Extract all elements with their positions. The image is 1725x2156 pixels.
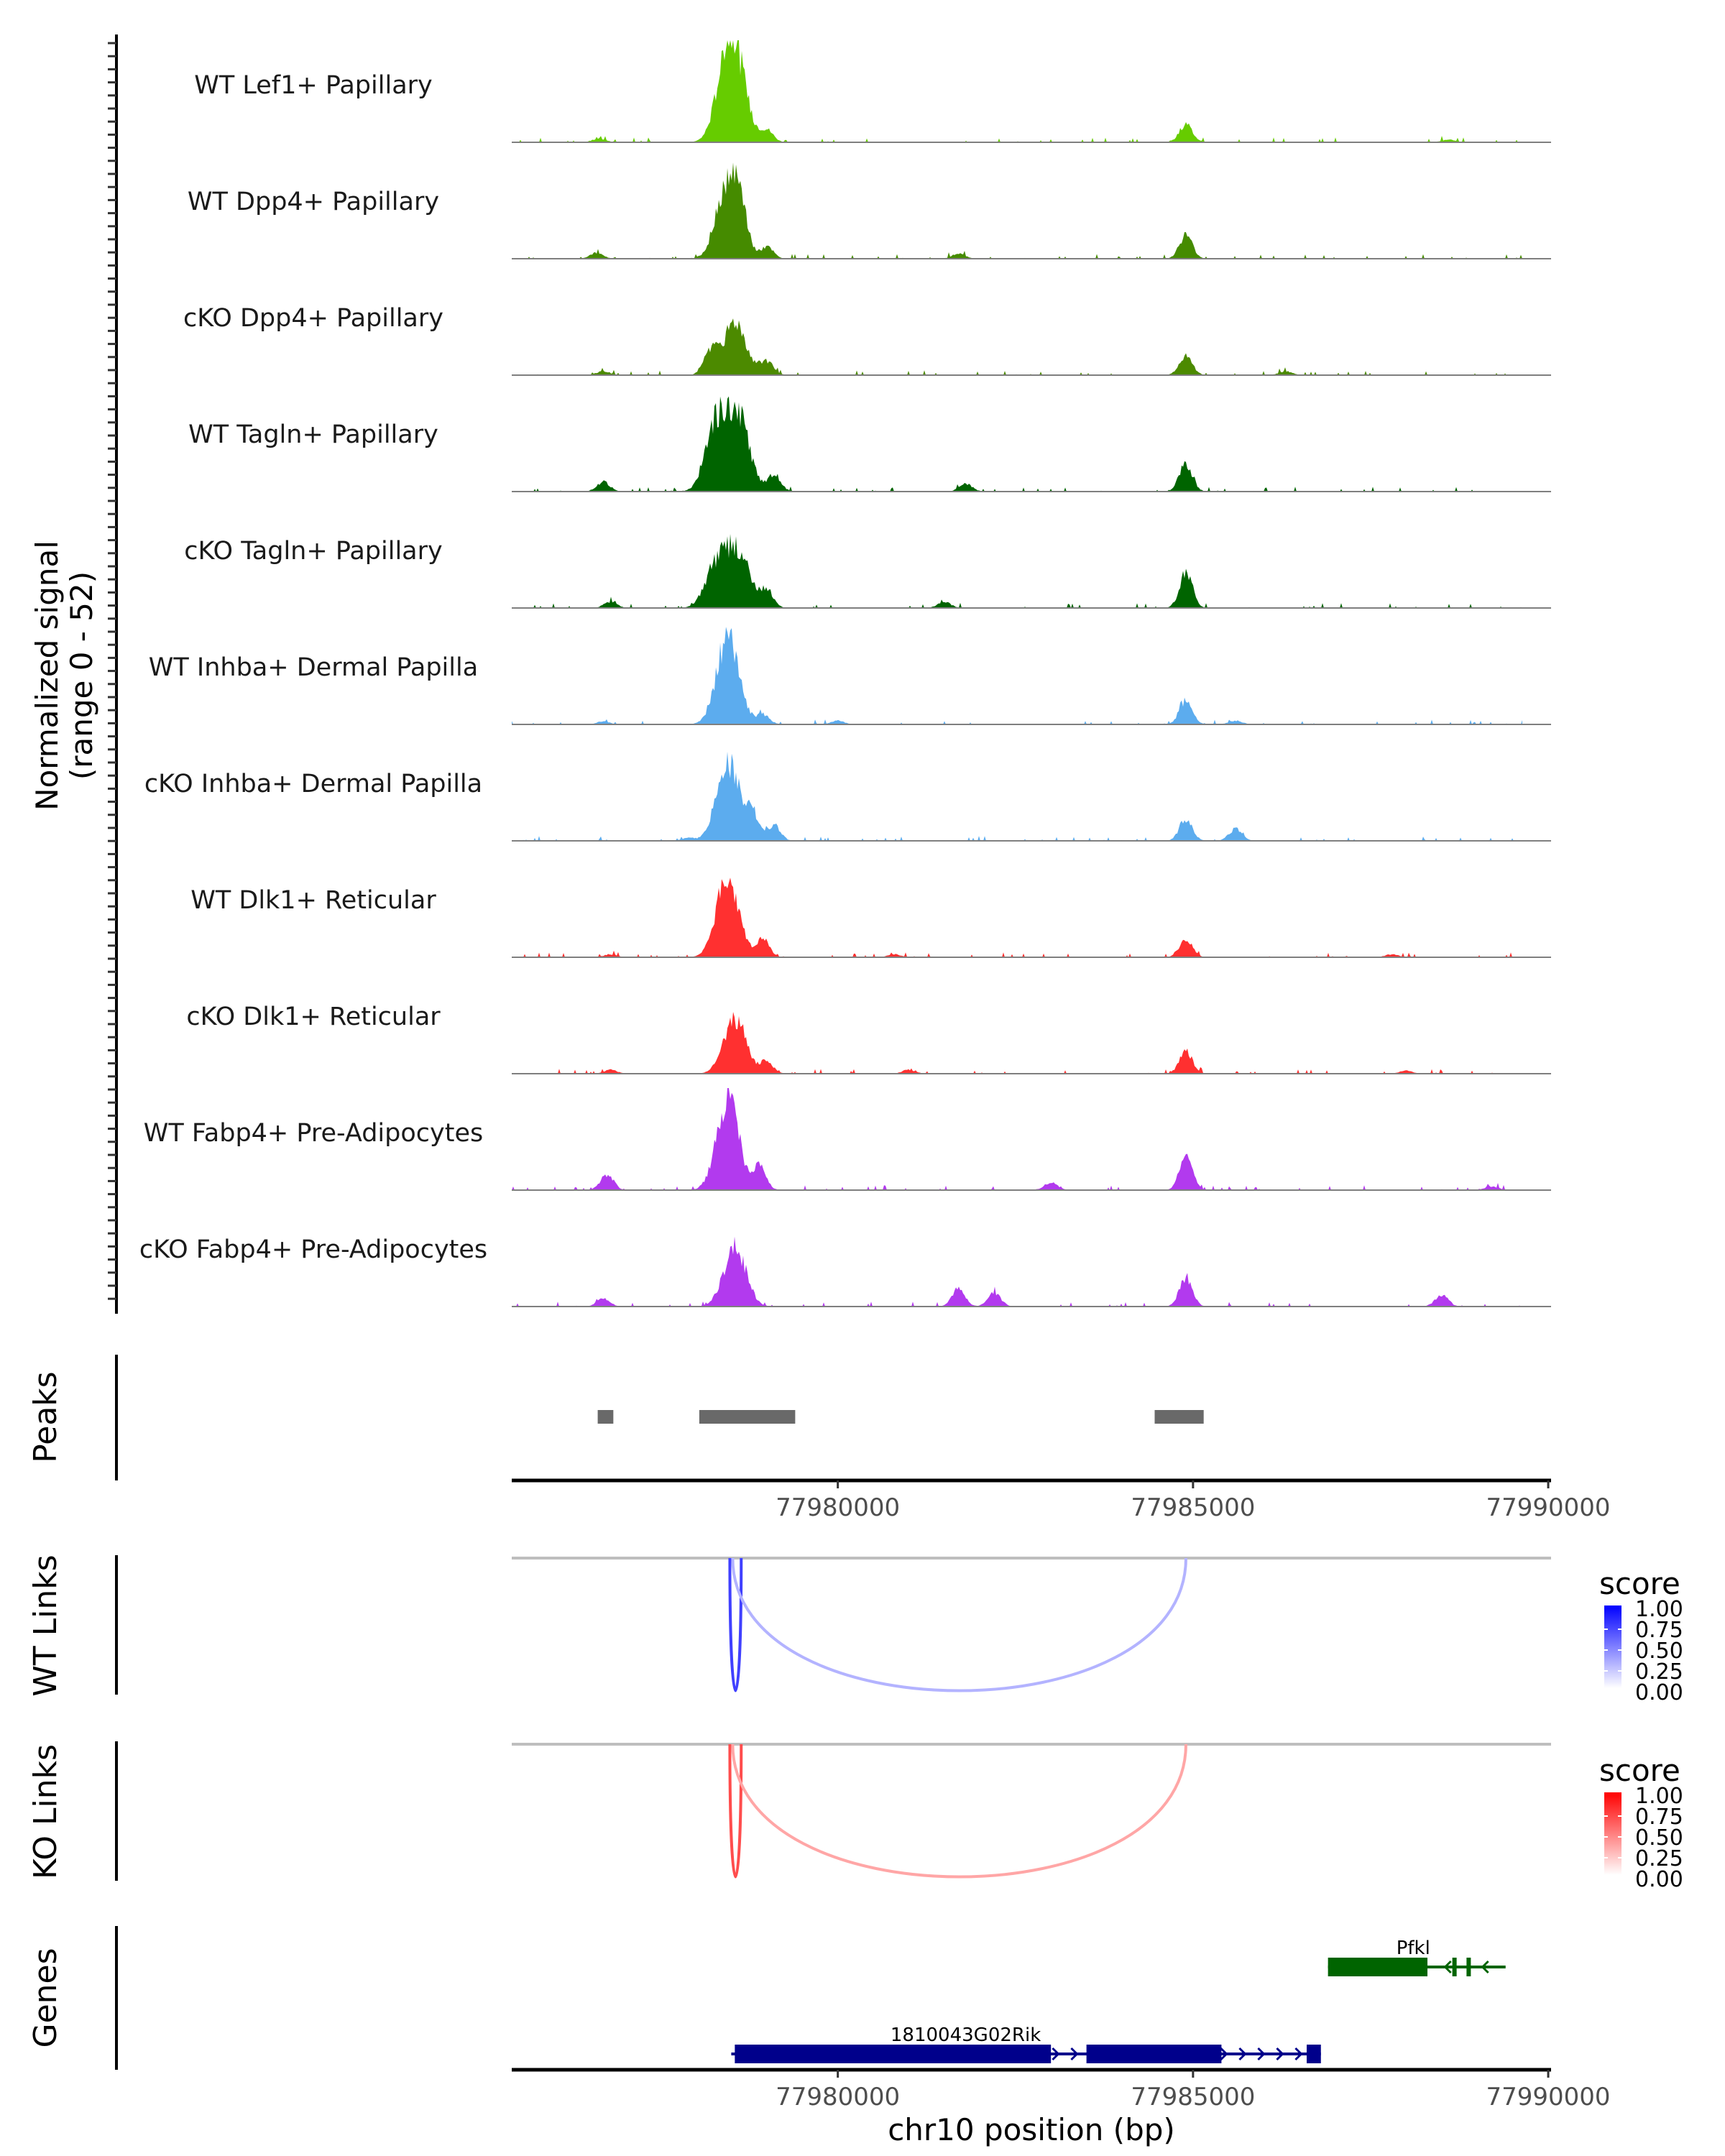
legend-tick-label: 0.50 <box>1635 1825 1683 1851</box>
legend-colorbar <box>1604 1792 1622 1875</box>
strand-arrow <box>1220 2047 1228 2061</box>
x-tick-label: 77990000 <box>1486 1493 1611 1522</box>
track-label: cKO Dpp4+ Papillary <box>183 304 443 333</box>
x-axis-title: chr10 position (bp) <box>888 2112 1175 2147</box>
legend-tick-label: 1.00 <box>1635 1597 1683 1622</box>
coverage-track: cKO Dlk1+ Reticular <box>186 1003 1551 1074</box>
link-arc <box>728 1557 743 1692</box>
strand-arrow <box>1070 2047 1079 2061</box>
gene: 1810043G02Rik <box>731 2024 1321 2063</box>
link-arc <box>731 1557 1187 1692</box>
track-label: WT Fabp4+ Pre-Adipocytes <box>144 1119 483 1148</box>
coverage-track: WT Dpp4+ Papillary <box>188 162 1551 259</box>
x-tick-label: 77980000 <box>776 1493 900 1522</box>
link-arc <box>728 1743 743 1879</box>
legend-tick-label: 0.00 <box>1635 1867 1683 1892</box>
strand-arrow <box>1443 1960 1452 1974</box>
coverage-area <box>512 627 1522 724</box>
strand-arrow <box>1481 1960 1489 1974</box>
legend-title: score <box>1599 1566 1680 1601</box>
x-tick-label: 77985000 <box>1131 1493 1255 1522</box>
coverage-area <box>512 162 1522 259</box>
coverage-area <box>512 752 1522 841</box>
x-axis-lower: 77980000 77985000 77990000 <box>512 2068 1611 2111</box>
x-axis-upper: 77980000 77985000 77990000 <box>512 1478 1611 1522</box>
legend-tick-label: 1.00 <box>1635 1784 1683 1809</box>
coverage-track: cKO Inhba+ Dermal Papilla <box>144 752 1551 842</box>
genes-track: Genes Pfkl 1810043G02Rik <box>27 1926 1506 2070</box>
x-tick-label: 77980000 <box>776 2083 900 2111</box>
gene-label: Pfkl <box>1397 1938 1430 1959</box>
gene-exon <box>1086 2045 1222 2063</box>
strand-arrow <box>1276 2047 1284 2061</box>
links-track-label: KO Links <box>27 1744 64 1879</box>
x-tick-label: 77990000 <box>1486 2083 1611 2111</box>
track-label: WT Dlk1+ Reticular <box>190 886 436 915</box>
coverage-area <box>512 1012 1522 1074</box>
gene-exon <box>735 2045 1052 2063</box>
peaks-track-label: Peaks <box>27 1371 64 1462</box>
link-arc <box>731 1743 1187 1879</box>
coverage-area <box>512 877 1522 957</box>
legend-tick-label: 0.75 <box>1635 1805 1683 1830</box>
track-label: cKO Dlk1+ Reticular <box>186 1003 441 1031</box>
legend-tick-label: 0.50 <box>1635 1639 1683 1664</box>
track-label: cKO Inhba+ Dermal Papilla <box>144 770 482 798</box>
x-tick-label: 77985000 <box>1131 2083 1255 2111</box>
gene-label: 1810043G02Rik <box>891 2024 1041 2046</box>
track-label: cKO Tagln+ Papillary <box>184 537 443 566</box>
coverage-track: cKO Dpp4+ Papillary <box>183 304 1551 376</box>
peaks-track: Peaks <box>27 1355 1204 1480</box>
coverage-track: WT Dlk1+ Reticular <box>190 877 1551 958</box>
legend-colorbar <box>1604 1606 1622 1688</box>
coverage-track: WT Fabp4+ Pre-Adipocytes <box>144 1088 1551 1191</box>
strand-arrow <box>1052 2047 1060 2061</box>
legend-tick-label: 0.25 <box>1635 1846 1683 1871</box>
coverage-track: cKO Fabp4+ Pre-Adipocytes <box>139 1235 1551 1307</box>
coverage-area <box>512 534 1522 608</box>
coverage-track: WT Lef1+ Papillary <box>194 40 1551 143</box>
coverage-track: WT Tagln+ Papillary <box>188 396 1551 492</box>
track-label: WT Inhba+ Dermal Papilla <box>149 653 478 682</box>
coverage-y-axis <box>108 34 118 1314</box>
strand-arrow <box>1238 2047 1247 2061</box>
gene-exon <box>1452 1958 1457 1976</box>
track-label: WT Tagln+ Papillary <box>188 420 438 449</box>
coverage-track: cKO Tagln+ Papillary <box>184 534 1551 609</box>
y-axis-title-line2: (range 0 - 52) <box>64 571 99 780</box>
legend-tick-label: 0.75 <box>1635 1618 1683 1643</box>
gene-exon <box>1328 1958 1428 1976</box>
peak-region <box>699 1410 796 1424</box>
peak-region <box>597 1410 614 1424</box>
track-label: WT Lef1+ Papillary <box>194 71 433 100</box>
gene-exon <box>1306 2045 1321 2063</box>
gene-exon <box>1466 1958 1471 1976</box>
legend-title: score <box>1599 1753 1680 1788</box>
coverage-area <box>512 40 1522 142</box>
legend-tick-label: 0.00 <box>1635 1680 1683 1705</box>
gene: Pfkl <box>1328 1938 1506 1976</box>
track-label: cKO Fabp4+ Pre-Adipocytes <box>139 1235 487 1264</box>
links-track-label: WT Links <box>27 1554 64 1696</box>
coverage-area <box>512 318 1522 375</box>
coverage-area <box>512 1088 1522 1190</box>
strand-arrow <box>1294 2047 1303 2061</box>
coverage-area <box>512 1236 1522 1307</box>
coverage-area <box>512 396 1522 492</box>
strand-arrow <box>1257 2047 1266 2061</box>
coverage-tracks: WT Lef1+ Papillary WT Dpp4+ Papillary cKO … <box>139 40 1551 1307</box>
peak-region <box>1154 1410 1204 1424</box>
genes-track-label: Genes <box>27 1948 64 2047</box>
legend-tick-label: 0.25 <box>1635 1659 1683 1685</box>
y-axis-title-line1: Normalized signal <box>29 540 65 811</box>
track-label: WT Dpp4+ Papillary <box>188 188 439 216</box>
coverage-track: WT Inhba+ Dermal Papilla <box>149 627 1551 725</box>
